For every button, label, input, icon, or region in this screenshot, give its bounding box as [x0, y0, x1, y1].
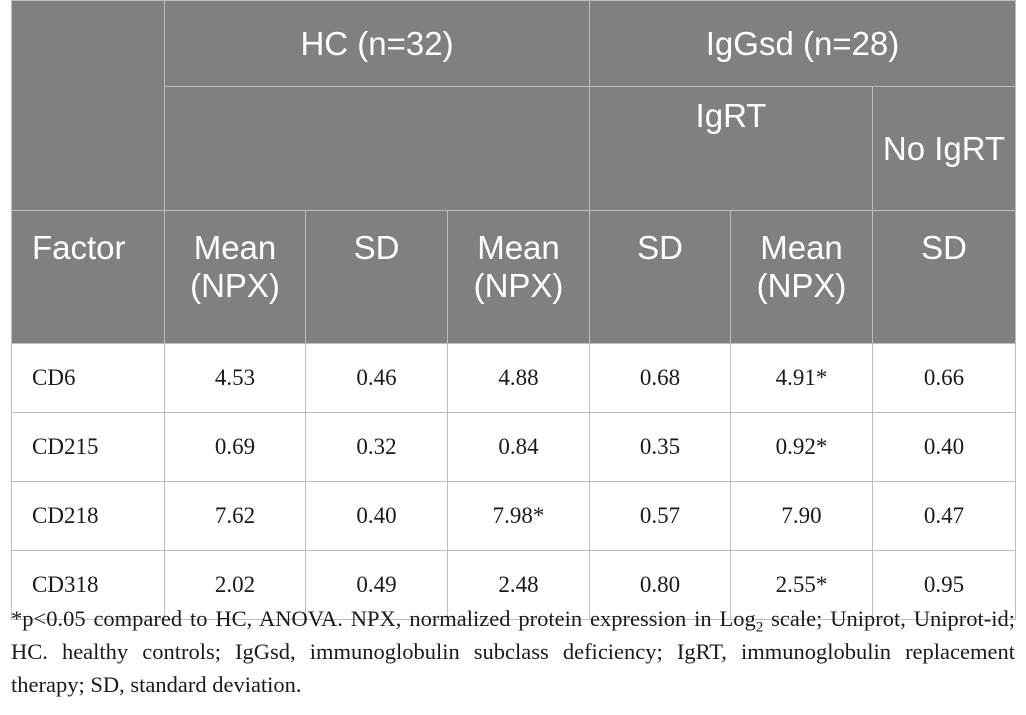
table-row: CD6 4.53 0.46 4.88 0.68 4.91* 0.66 [11, 343, 1017, 413]
table-row: CD218 7.62 0.40 7.98* 0.57 7.90 0.47 [11, 481, 1017, 551]
factor-cell: CD215 [11, 412, 165, 482]
value-cell: 0.35 [589, 412, 732, 482]
footnote-subscript: 2 [755, 619, 764, 636]
value-cell: 0.92* [730, 412, 874, 482]
header-group-hc: HC (n=32) [163, 0, 591, 87]
value-cell: 0.69 [164, 412, 306, 482]
table-row: CD215 0.69 0.32 0.84 0.35 0.92* 0.40 [11, 412, 1017, 482]
value-cell: 0.40 [305, 481, 448, 551]
table-header: HC (n=32) IgGsd (n=28) IgRT No IgRT Fact… [11, 0, 1017, 344]
value-cell: 7.98* [446, 481, 591, 551]
value-cell: 0.46 [305, 343, 448, 413]
factor-cell: CD218 [11, 481, 165, 551]
header-col-mean: Mean (NPX) [446, 210, 591, 344]
value-cell: 2.02 [164, 550, 306, 620]
header-sub-no-igrt: No IgRT [872, 86, 1017, 211]
value-cell: 2.55* [730, 550, 874, 620]
header-col-factor: Factor [11, 210, 165, 344]
value-cell: 0.32 [305, 412, 448, 482]
value-cell: 0.49 [305, 550, 448, 620]
value-cell: 0.68 [589, 343, 732, 413]
value-cell: 4.53 [164, 343, 306, 413]
header-group-iggsd: IgGsd (n=28) [589, 0, 1017, 87]
value-cell: 7.62 [164, 481, 306, 551]
data-table-container: HC (n=32) IgGsd (n=28) IgRT No IgRT Fact… [11, 0, 1017, 620]
data-table: HC (n=32) IgGsd (n=28) IgRT No IgRT Fact… [11, 0, 1017, 620]
header-col-sd: SD [872, 210, 1017, 344]
value-cell: 4.91* [730, 343, 874, 413]
table-footnote: *p<0.05 compared to HC, ANOVA. NPX, norm… [11, 602, 1015, 701]
header-row-columns: Factor Mean (NPX) SD Mean (NPX) SD Mean … [11, 210, 1017, 344]
header-corner-cell [11, 0, 165, 211]
value-cell: 0.40 [872, 412, 1017, 482]
value-cell: 4.88 [446, 343, 591, 413]
footnote-text-2: scale; Uniprot, Uniprot-id; HC. healthy … [11, 606, 1015, 697]
value-cell: 0.57 [589, 481, 732, 551]
value-cell: 0.84 [446, 412, 591, 482]
table-row: CD318 2.02 0.49 2.48 0.80 2.55* 0.95 [11, 550, 1017, 620]
header-hc-subgroup-empty [163, 86, 591, 211]
header-col-mean: Mean (NPX) [730, 210, 874, 344]
table-body: CD6 4.53 0.46 4.88 0.68 4.91* 0.66 CD215… [11, 343, 1017, 620]
factor-cell: CD318 [11, 550, 165, 620]
header-col-sd: SD [589, 210, 732, 344]
header-col-mean: Mean (NPX) [164, 210, 306, 344]
value-cell: 0.80 [589, 550, 732, 620]
value-cell: 0.47 [872, 481, 1017, 551]
header-row-groups: HC (n=32) IgGsd (n=28) [11, 0, 1017, 211]
value-cell: 7.90 [730, 481, 874, 551]
value-cell: 2.48 [446, 550, 591, 620]
factor-cell: CD6 [11, 343, 165, 413]
value-cell: 0.66 [872, 343, 1017, 413]
header-row-subgroups: IgRT No IgRT [12, 86, 1017, 211]
header-sub-igrt: IgRT [589, 86, 874, 211]
footnote-text-1: *p<0.05 compared to HC, ANOVA. NPX, norm… [11, 606, 756, 631]
header-col-sd: SD [305, 210, 448, 344]
value-cell: 0.95 [872, 550, 1017, 620]
